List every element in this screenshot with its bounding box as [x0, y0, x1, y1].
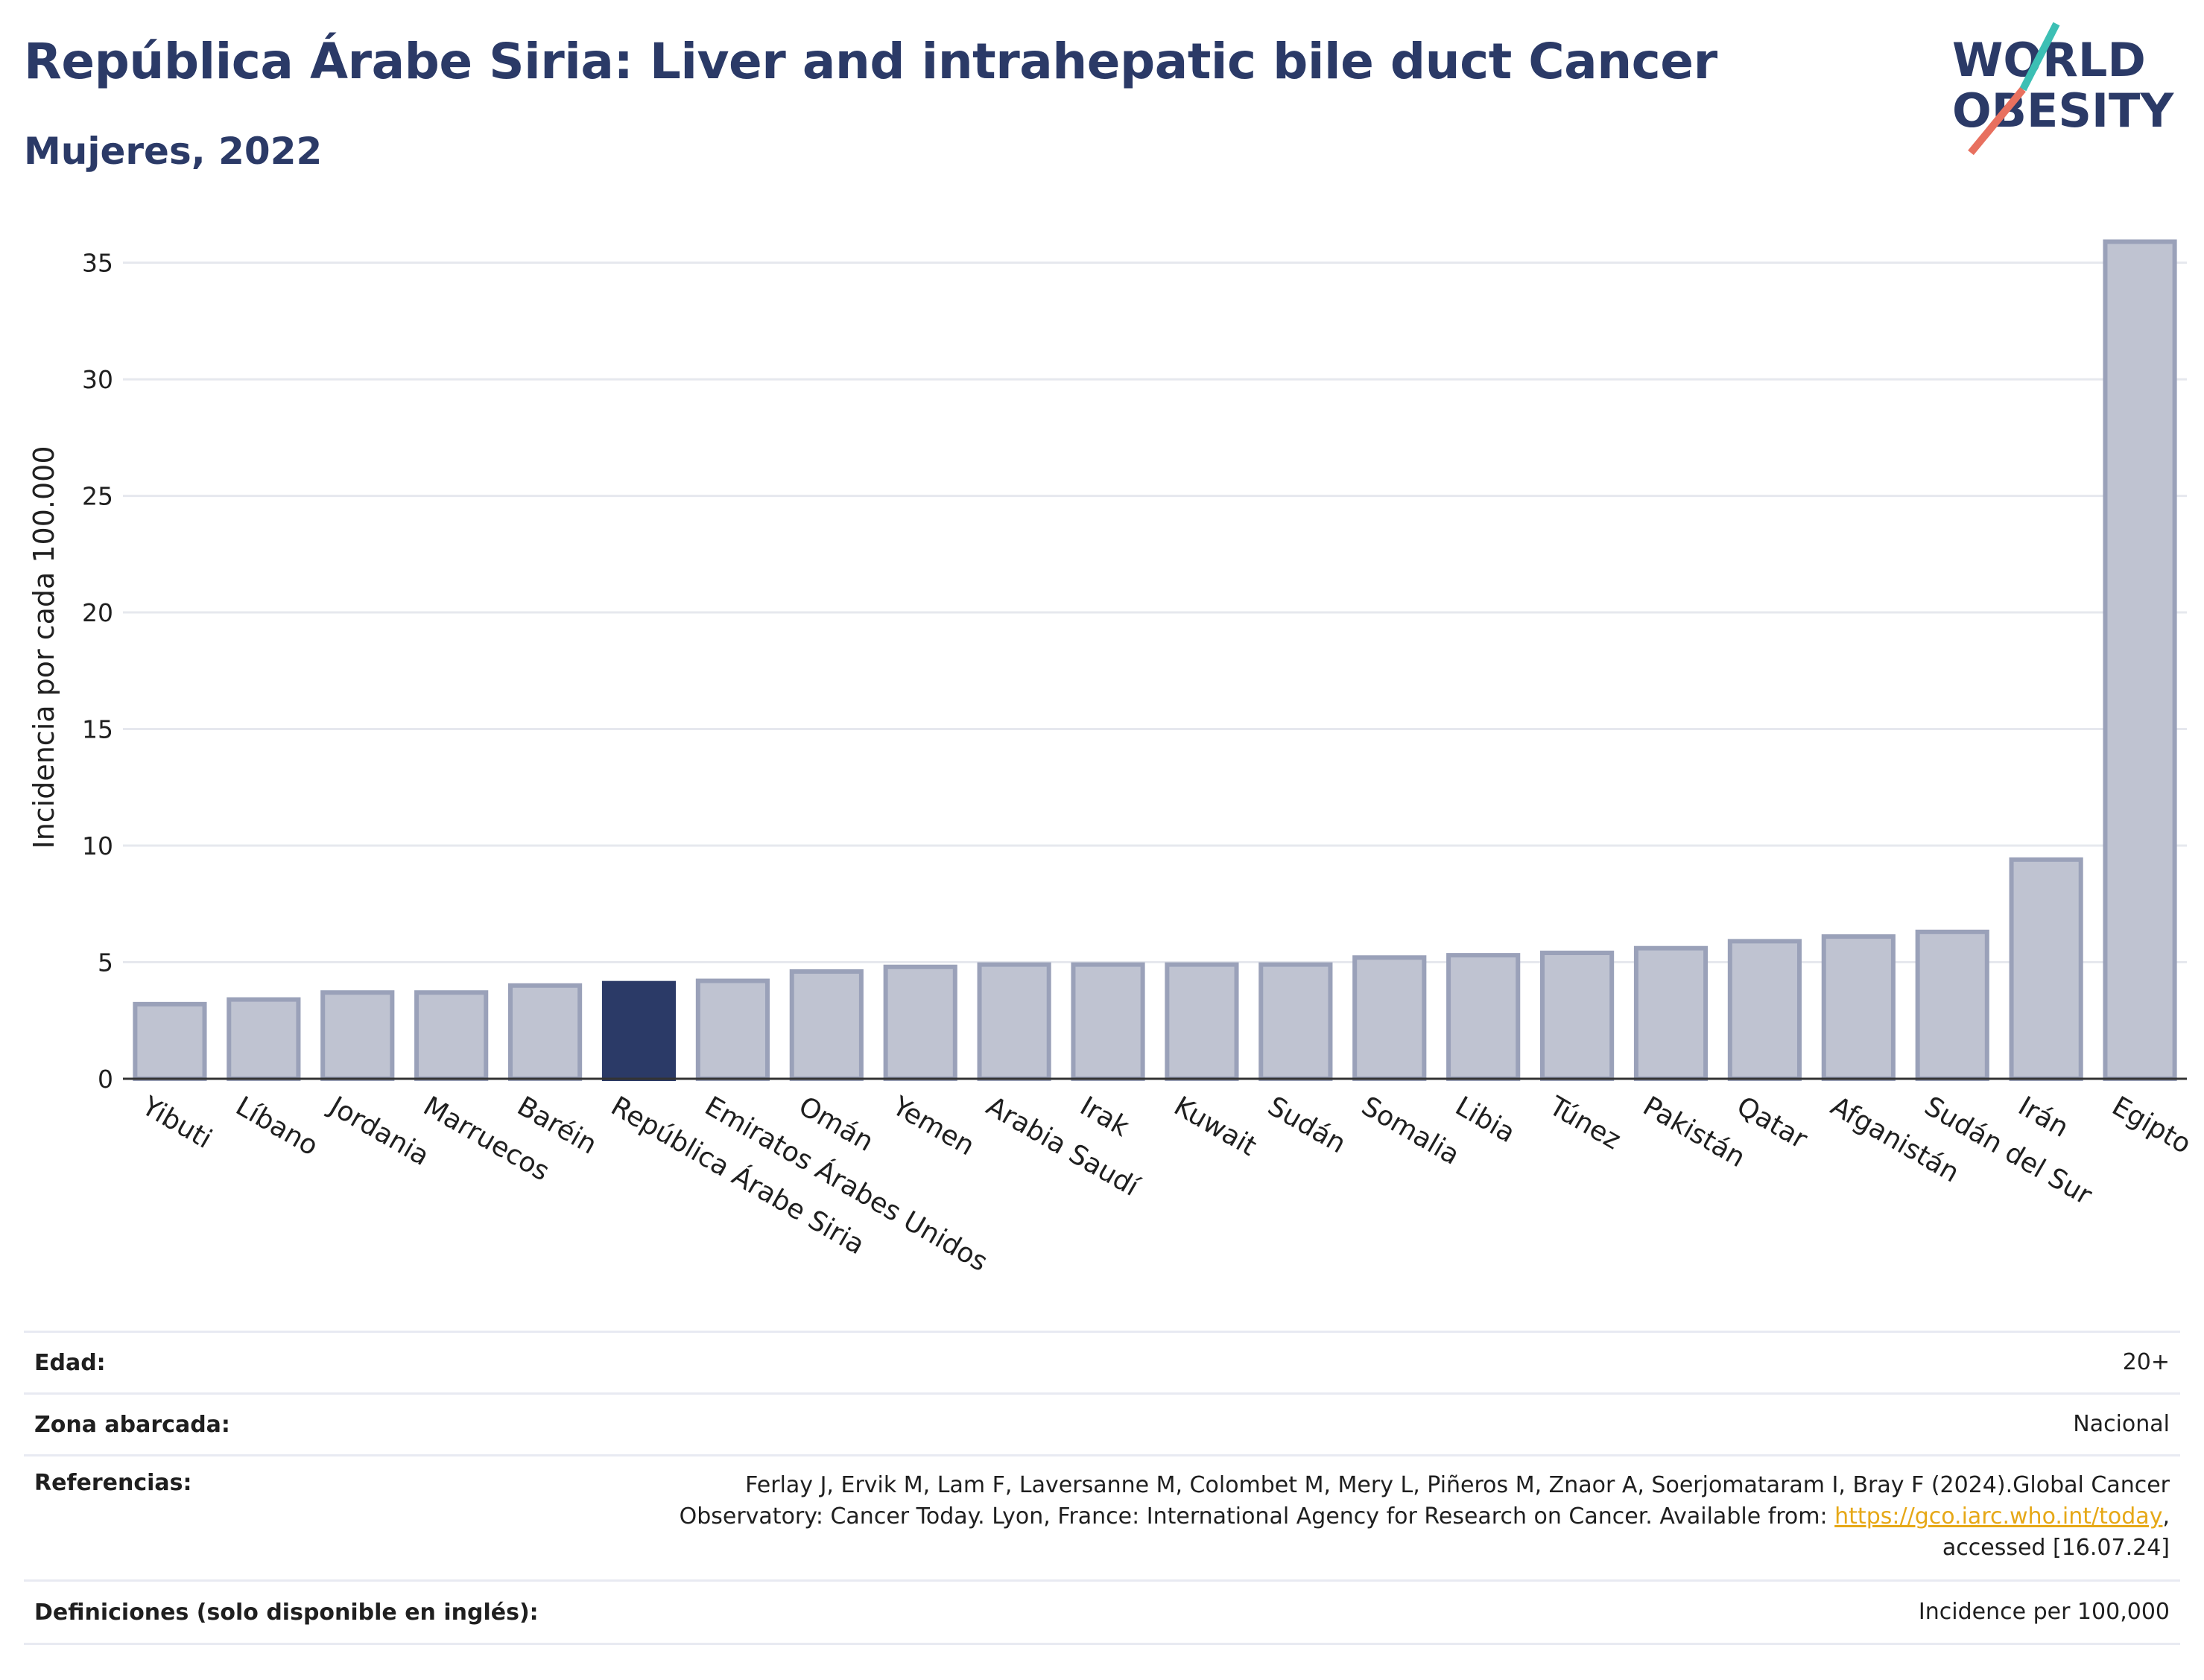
meta-key-age: Edad:: [34, 1349, 106, 1376]
meta-key-area: Zona abarcada:: [34, 1411, 230, 1438]
bar-yemen[interactable]: [883, 964, 957, 1081]
reference-link[interactable]: https://gco.iarc.who.int/today: [1834, 1503, 2163, 1530]
y-tick-label: 20: [82, 598, 113, 627]
bar-chart: 0 5 10 15 20 25 30 35 Incidencia por cada 100.0…: [28, 239, 2197, 1278]
bar-pakist-n[interactable]: [1633, 945, 1709, 1081]
bar-om-n[interactable]: [789, 969, 864, 1082]
x-tick-label: Sudán: [1262, 1091, 1351, 1159]
metadata-table: Edad: 20+ Zona abarcada: Nacional Refere…: [24, 1331, 2180, 1645]
bars: [133, 239, 2177, 1082]
bar-jordania[interactable]: [320, 990, 395, 1081]
bar-kuwait[interactable]: [1165, 962, 1239, 1081]
y-tick-label: 10: [82, 831, 113, 860]
bar-egipto[interactable]: [2103, 239, 2177, 1082]
bar-sud-n-del-sur[interactable]: [1915, 929, 1989, 1081]
bar-qatar[interactable]: [1727, 939, 1802, 1081]
bar-arabia-saud-[interactable]: [977, 962, 1051, 1081]
meta-value-references: Ferlay J, Ervik M, Lam F, Laversanne M, …: [680, 1470, 2180, 1564]
x-tick-label: Pakistán: [1638, 1091, 1750, 1173]
x-tick-label: Irak: [1075, 1091, 1135, 1143]
gridlines: [123, 261, 2187, 964]
y-tick-label: 5: [98, 948, 113, 977]
x-tick-label: Kuwait: [1168, 1091, 1261, 1162]
bar-libia[interactable]: [1446, 953, 1521, 1081]
x-tick-label: Irán: [2013, 1091, 2074, 1144]
meta-key-definitions: Definiciones (solo disponible en inglés)…: [34, 1599, 539, 1626]
bar-yibuti[interactable]: [133, 1001, 207, 1081]
bar-irak[interactable]: [1071, 962, 1145, 1081]
y-tick-label: 25: [82, 482, 113, 511]
bar-bar-in[interactable]: [508, 983, 583, 1081]
y-tick-label: 0: [98, 1065, 113, 1094]
x-tick-label: Jordania: [323, 1090, 434, 1172]
y-tick-label: 35: [82, 249, 113, 278]
x-tick-label: Somalia: [1356, 1091, 1464, 1171]
meta-row-references: Referencias: Ferlay J, Ervik M, Lam F, L…: [24, 1454, 2180, 1579]
meta-row-area: Zona abarcada: Nacional: [24, 1392, 2180, 1454]
meta-row-age: Edad: 20+: [24, 1331, 2180, 1392]
world-obesity-logo: WORLD OBESITY: [1952, 22, 2174, 156]
meta-key-references: Referencias:: [34, 1470, 192, 1496]
reference-line1: Ferlay J, Ervik M, Lam F, Laversanne M, …: [745, 1472, 2170, 1498]
meta-row-definitions: Definiciones (solo disponible en inglés)…: [24, 1579, 2180, 1645]
reference-line2: Observatory: Cancer Today. Lyon, France:…: [679, 1503, 1835, 1530]
bar-sud-n[interactable]: [1258, 962, 1333, 1081]
x-tick-label: Egipto: [2107, 1091, 2197, 1160]
bar-marruecos[interactable]: [414, 990, 489, 1081]
bar-t-nez[interactable]: [1540, 950, 1615, 1082]
x-tick-label: Yibuti: [136, 1091, 217, 1155]
bar-emiratos-rabes-unidos[interactable]: [695, 978, 770, 1082]
bar-somalia[interactable]: [1352, 955, 1427, 1081]
reference-line2-end: ,: [2162, 1503, 2170, 1530]
meta-value-area: Nacional: [2073, 1411, 2170, 1437]
bar-l-bano[interactable]: [227, 997, 301, 1082]
bar-afganist-n[interactable]: [1821, 934, 1896, 1081]
y-tick-label: 15: [82, 715, 113, 744]
x-tick-label: Libia: [1450, 1091, 1520, 1149]
y-axis-ticks: 0 5 10 15 20 25 30 35: [82, 249, 113, 1094]
meta-value-age: 20+: [2122, 1349, 2170, 1375]
x-tick-label: Líbano: [230, 1091, 323, 1161]
meta-value-definitions: Incidence per 100,000: [1918, 1599, 2170, 1625]
reference-line3: accessed [16.07.24]: [1942, 1535, 2170, 1561]
bar-ir-n[interactable]: [2009, 857, 2083, 1081]
bar-rep-blica-rabe-siria[interactable]: [601, 980, 677, 1081]
chart-subtitle: Mujeres, 2022: [24, 130, 323, 173]
y-axis-title: Incidencia por cada 100.000: [28, 446, 60, 849]
x-tick-label: Túnez: [1543, 1091, 1626, 1156]
x-tick-label: Yemen: [887, 1091, 980, 1162]
chart-title: República Árabe Siria: Liver and intrahe…: [24, 33, 1717, 90]
y-tick-label: 30: [82, 365, 113, 394]
